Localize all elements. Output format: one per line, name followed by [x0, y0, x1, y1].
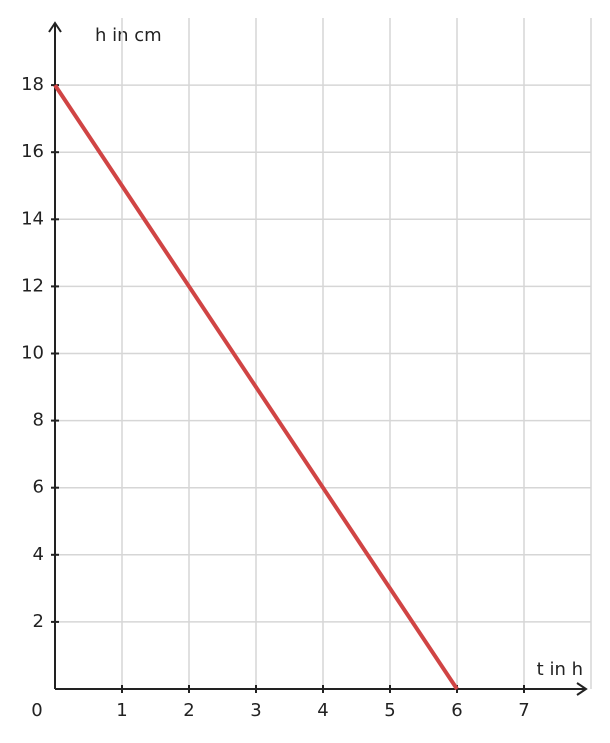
y-axis-arrow: [48, 21, 62, 33]
origin-label: 0: [31, 700, 42, 721]
y-tick-label: 12: [21, 275, 44, 296]
x-tick-label: 3: [250, 700, 261, 721]
x-axis-arrow: [576, 682, 588, 696]
x-tick-label: 1: [116, 700, 127, 721]
x-tick-label: 5: [384, 700, 395, 721]
y-tick-label: 14: [21, 208, 44, 229]
y-tick-label: 2: [33, 611, 44, 632]
y-tick-label: 16: [21, 141, 44, 162]
x-axis-label: t in h: [537, 659, 583, 680]
y-tick-label: 18: [21, 74, 44, 95]
x-tick-label: 7: [518, 700, 529, 721]
x-tick-label: 4: [317, 700, 328, 721]
y-tick-label: 10: [21, 343, 44, 364]
x-tick-label: 2: [183, 700, 194, 721]
y-tick-label: 8: [33, 410, 44, 431]
x-tick-label: 6: [451, 700, 462, 721]
y-tick-label: 6: [33, 477, 44, 498]
y-axis-label: h in cm: [95, 25, 162, 46]
y-tick-label: 4: [33, 544, 44, 565]
data-line: [53, 83, 459, 691]
